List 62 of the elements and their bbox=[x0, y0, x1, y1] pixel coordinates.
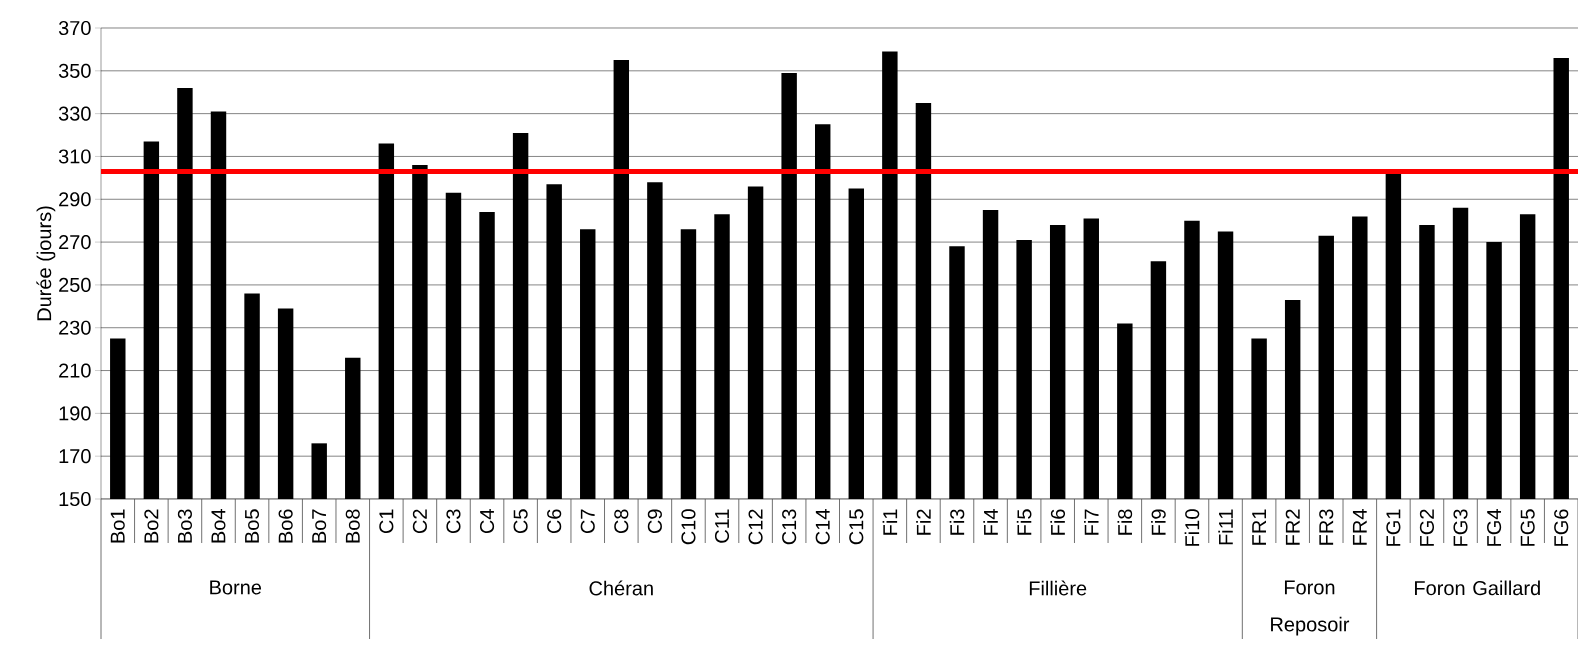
x-tick-label: Bo2 bbox=[144, 509, 159, 543]
x-tick-label: Bo7 bbox=[312, 509, 327, 543]
y-tick-label: 370 bbox=[58, 20, 91, 36]
x-tick-label: FG2 bbox=[1419, 509, 1435, 546]
x-tick-label: C2 bbox=[412, 509, 427, 534]
text: Fillière bbox=[1029, 580, 1087, 596]
y-tick-label: 190 bbox=[59, 406, 91, 421]
x-tick-label: Fi10 bbox=[1184, 509, 1200, 546]
x-tick-label: FG5 bbox=[1520, 509, 1535, 546]
x-tick-label: Fi2 bbox=[916, 509, 931, 535]
x-tick-label: C14 bbox=[815, 509, 830, 545]
y-tick-label: 310 bbox=[58, 149, 91, 164]
x-tick-label: Fi11 bbox=[1218, 509, 1233, 545]
text: Chéran bbox=[589, 580, 653, 596]
x-tick-label: C6 bbox=[547, 509, 562, 534]
x-tick-label: Fi9 bbox=[1151, 509, 1166, 535]
x-tick-label: C9 bbox=[647, 509, 662, 534]
x-tick-label: C8 bbox=[614, 509, 629, 534]
x-tick-label: Bo3 bbox=[177, 509, 192, 543]
x-tick-label: C13 bbox=[782, 509, 797, 545]
x-tick-label: Bo6 bbox=[278, 509, 293, 543]
x-tick-label: FR4 bbox=[1352, 509, 1367, 545]
x-tick-label: C7 bbox=[580, 509, 595, 534]
y-tick-label: 230 bbox=[59, 320, 91, 335]
y-tick-label: 210 bbox=[59, 363, 91, 378]
x-tick-label: Fi4 bbox=[983, 509, 998, 535]
x-tick-label: Bo8 bbox=[345, 509, 360, 543]
x-tick-label: Bo1 bbox=[110, 509, 125, 543]
y-tick-label: 270 bbox=[59, 235, 91, 250]
x-tick-label: FG3 bbox=[1453, 509, 1468, 546]
x-tick-label: Fi1 bbox=[882, 509, 898, 535]
y-tick-label: 290 bbox=[59, 192, 91, 207]
y-tick-label: 350 bbox=[58, 63, 91, 78]
x-tick-label: FG4 bbox=[1487, 509, 1502, 546]
y-tick-label: 330 bbox=[58, 106, 91, 121]
x-tick-label: FG6 bbox=[1554, 509, 1569, 546]
y-tick-label: 150 bbox=[59, 491, 91, 507]
x-tick-label: FR3 bbox=[1319, 509, 1334, 545]
x-tick-label: C1 bbox=[379, 509, 394, 534]
x-tick-label: C10 bbox=[681, 509, 696, 545]
y-tick-label: 250 bbox=[59, 277, 91, 292]
x-tick-label: C11 bbox=[714, 509, 730, 543]
x-tick-label: Fi8 bbox=[1117, 509, 1133, 535]
text: Foron Gaillard bbox=[1415, 580, 1540, 596]
y-tick-label: 170 bbox=[59, 449, 91, 464]
x-tick-label: C12 bbox=[748, 509, 763, 545]
x-tick-label: FR2 bbox=[1285, 509, 1300, 545]
x-tick-label: FG1 bbox=[1386, 509, 1401, 546]
x-tick-label: C15 bbox=[849, 509, 864, 545]
x-tick-label: C5 bbox=[513, 509, 528, 534]
x-tick-label: Fi6 bbox=[1050, 509, 1066, 535]
x-tick-label: Fi5 bbox=[1016, 509, 1032, 535]
text: Foron Reposoir bbox=[1271, 580, 1350, 636]
x-tick-label: C4 bbox=[479, 509, 495, 534]
x-tick-label: Bo5 bbox=[245, 509, 260, 543]
x-tick-label: C3 bbox=[446, 509, 461, 534]
x-tick-label: Fi7 bbox=[1084, 509, 1099, 535]
x-tick-label: Bo4 bbox=[211, 509, 226, 543]
x-tick-label: Fi3 bbox=[949, 509, 965, 535]
y-axis-title: Durée (jours) bbox=[36, 206, 56, 321]
text: Borne bbox=[210, 580, 262, 595]
x-tick-label: FR1 bbox=[1252, 509, 1266, 545]
